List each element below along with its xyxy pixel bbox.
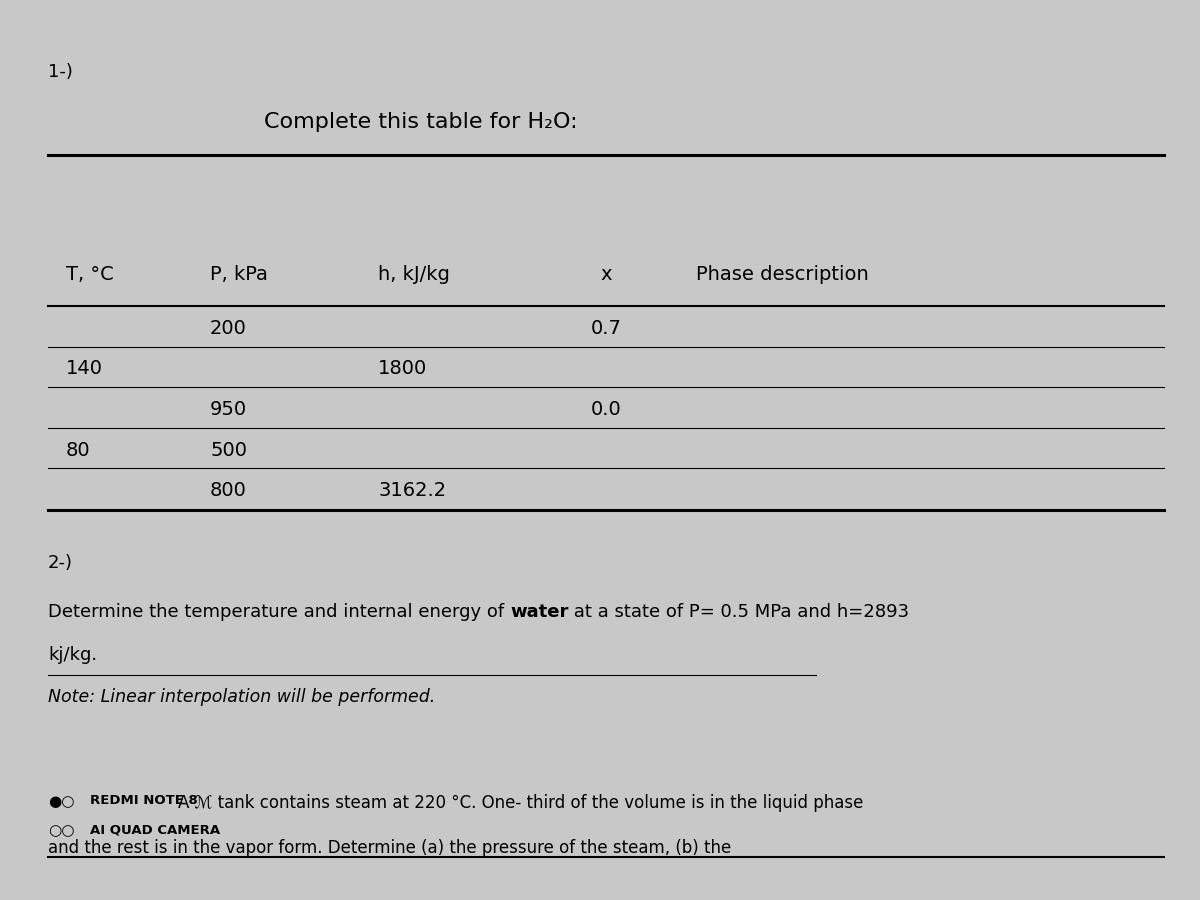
Text: x: x <box>600 265 612 284</box>
Text: 3162.2: 3162.2 <box>378 481 446 500</box>
Text: kj/kg.: kj/kg. <box>48 646 97 664</box>
Text: at a state of P= 0.5 MPa and h=2893: at a state of P= 0.5 MPa and h=2893 <box>569 603 910 621</box>
Text: ○○: ○○ <box>48 824 74 839</box>
Text: 2-): 2-) <box>48 554 73 572</box>
Text: water: water <box>510 603 569 621</box>
Text: A ℳ tank contains steam at 220 °C. One- third of the volume is in the liquid pha: A ℳ tank contains steam at 220 °C. One- … <box>178 794 863 812</box>
Text: 0.0: 0.0 <box>590 400 622 419</box>
Text: 950: 950 <box>210 400 247 419</box>
Text: 0.7: 0.7 <box>590 319 622 338</box>
Text: REDMI NOTE 8: REDMI NOTE 8 <box>90 794 198 806</box>
Text: ●○: ●○ <box>48 794 74 809</box>
Text: Note: Linear interpolation will be performed.: Note: Linear interpolation will be perfo… <box>48 688 436 706</box>
Text: h, kJ/kg: h, kJ/kg <box>378 265 450 284</box>
Text: P, kPa: P, kPa <box>210 265 268 284</box>
Text: 140: 140 <box>66 359 103 379</box>
Text: Determine the temperature and internal energy of: Determine the temperature and internal e… <box>48 603 510 621</box>
Text: T, °C: T, °C <box>66 265 114 284</box>
Text: 500: 500 <box>210 440 247 460</box>
Text: 1-): 1-) <box>48 63 73 81</box>
Text: 200: 200 <box>210 319 247 338</box>
Text: Phase description: Phase description <box>696 265 869 284</box>
Text: 800: 800 <box>210 481 247 500</box>
Text: AI QUAD CAMERA: AI QUAD CAMERA <box>90 824 220 836</box>
Text: Complete this table for H₂O:: Complete this table for H₂O: <box>264 112 577 132</box>
Text: and the rest is in the vapor form. Determine (a) the pressure of the steam, (b) : and the rest is in the vapor form. Deter… <box>48 839 731 857</box>
Text: 80: 80 <box>66 440 91 460</box>
Text: 1800: 1800 <box>378 359 427 379</box>
